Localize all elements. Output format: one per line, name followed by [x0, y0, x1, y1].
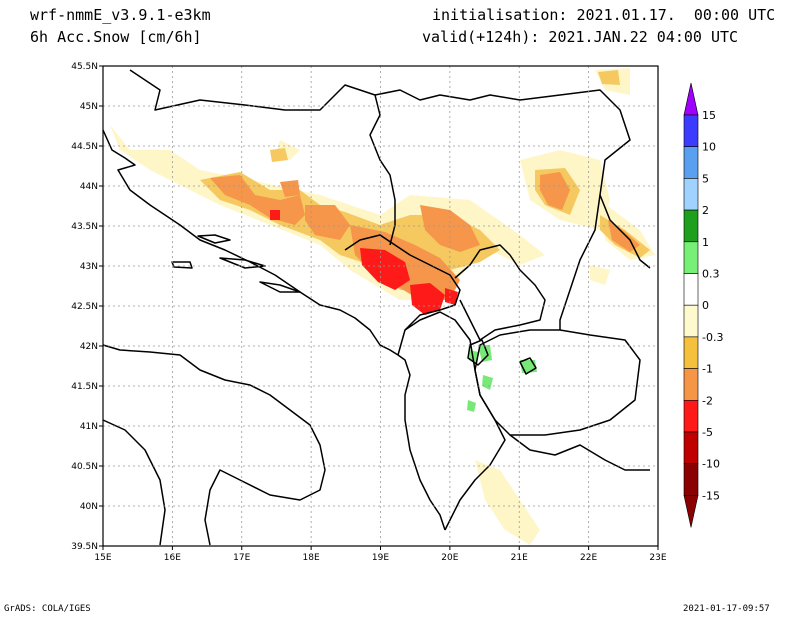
- lat-tick-label: 39.5N: [71, 542, 98, 552]
- lon-tick-label: 21E: [511, 553, 528, 563]
- lat-tick-label: 45.5N: [71, 62, 98, 72]
- lat-tick-label: 42N: [80, 342, 98, 352]
- colorbar-bin: [683, 114, 699, 148]
- montenegro-border: [344, 234, 461, 356]
- serbia-bulgaria-border: [559, 194, 601, 330]
- colorbar-label: 15: [702, 109, 716, 122]
- kosovo-border: [454, 244, 546, 341]
- colorbar-label: 0.3: [702, 268, 720, 281]
- colorbar-label: -1: [702, 363, 713, 376]
- lat-tick-label: 45N: [80, 102, 98, 112]
- island-4: [171, 261, 193, 269]
- island-3: [259, 281, 301, 293]
- snow-max-area: [270, 210, 458, 315]
- lon-tick-label: 15E: [94, 553, 111, 563]
- lake-ohrid: [467, 339, 489, 366]
- colorbar-label: -0.3: [702, 331, 723, 344]
- colorbar-label: 2: [702, 204, 709, 217]
- lat-tick-label: 43.5N: [71, 222, 98, 232]
- island-1: [197, 234, 231, 244]
- coastlines-borders: [102, 69, 651, 546]
- colorbar-bin: [683, 336, 699, 369]
- colorbar-label: -5: [702, 426, 713, 439]
- valid-time: valid(+124h): 2021.JAN.22 04:00 UTC: [422, 28, 739, 46]
- colorbar-bin: [683, 273, 699, 306]
- colorbar-bin: [683, 241, 699, 274]
- lat-tick-label: 41N: [80, 422, 98, 432]
- lon-tick-label: 17E: [233, 553, 250, 563]
- lat-tick-label: 42.5N: [71, 302, 98, 312]
- lat-tick-label: 40N: [80, 502, 98, 512]
- greece-border: [509, 434, 650, 471]
- lon-tick-label: 19E: [372, 553, 389, 563]
- lon-tick-label: 23E: [649, 553, 666, 563]
- colorbar-arrow-top: [683, 82, 699, 116]
- credit-text: GrADS: COLA/IGES: [4, 604, 91, 614]
- colorbar-label: -10: [702, 458, 720, 471]
- colorbar-label: 1: [702, 236, 709, 249]
- serbia-border-north: [374, 89, 651, 269]
- lat-lon-grid: [103, 66, 658, 546]
- lon-tick-label: 20E: [441, 553, 458, 563]
- colorbar-bin: [683, 463, 699, 496]
- colorbar-bin: [683, 368, 699, 401]
- lat-tick-label: 44.5N: [71, 142, 98, 152]
- lon-tick-label: 22E: [580, 553, 597, 563]
- snow-field: [110, 68, 655, 545]
- lat-tick-label: 41.5N: [71, 382, 98, 392]
- colorbar-label: 10: [702, 141, 716, 154]
- italy-heel: [102, 419, 166, 546]
- axis-ticks: 15E 16E 17E 18E 19E 20E 21E 22E 23E 45.5N 45N 44.5N…: [71, 62, 667, 563]
- colorbar-bin: [683, 304, 699, 338]
- colorbar-label: -2: [702, 394, 713, 407]
- colorbar-label: -15: [702, 489, 720, 502]
- colorbar-bin: [683, 399, 699, 433]
- colorbar: 15 10 5 2 1 0.3 0 -0.3 -1 -2 -5 -10 -15: [683, 82, 723, 528]
- lat-tick-label: 44N: [80, 182, 98, 192]
- italy-coast: [102, 344, 326, 546]
- colorbar-arrow-bottom: [683, 495, 699, 528]
- colorbar-label: 5: [702, 172, 709, 185]
- croatia-bosnia-border: [129, 69, 396, 246]
- albania-border: [404, 311, 506, 531]
- adriatic-coast-north: [102, 129, 446, 531]
- lake-prespa: [519, 357, 537, 375]
- colorbar-label: 0: [702, 299, 709, 312]
- colorbar-bin: [683, 431, 699, 465]
- lon-tick-label: 16E: [164, 553, 181, 563]
- island-2: [219, 257, 266, 269]
- colorbar-bin: [683, 146, 699, 179]
- lon-tick-label: 18E: [303, 553, 320, 563]
- colorbar-bin: [683, 209, 699, 243]
- init-time: initialisation: 2021.01.17. 00:00 UTC: [432, 6, 776, 24]
- snow-light-area: [110, 68, 655, 545]
- lat-tick-label: 40.5N: [71, 462, 98, 472]
- model-label: wrf-nmmE_v3.9.1-e3km: [30, 6, 211, 24]
- field-label: 6h Acc.Snow [cm/6h]: [30, 28, 202, 46]
- timestamp-text: 2021-01-17-09:57: [683, 604, 770, 614]
- colorbar-bin: [683, 178, 699, 211]
- lat-tick-label: 43N: [80, 262, 98, 272]
